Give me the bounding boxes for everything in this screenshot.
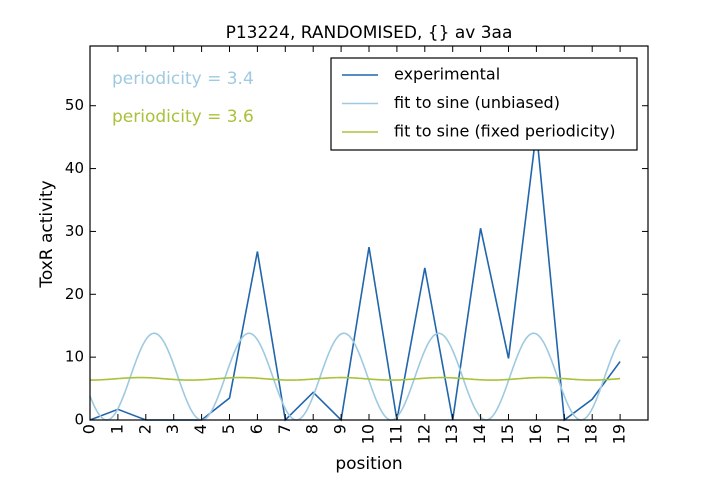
x-tick-label: 5 xyxy=(219,424,238,434)
x-tick-label: 12 xyxy=(414,424,433,444)
x-tick-label: 19 xyxy=(610,424,629,444)
y-tick-label: 40 xyxy=(65,159,84,177)
legend-label: experimental xyxy=(394,65,500,84)
x-tick-label: 6 xyxy=(247,424,266,434)
x-tick-label: 1 xyxy=(107,424,126,434)
x-tick-label: 16 xyxy=(526,424,545,444)
legend-label: fit to sine (unbiased) xyxy=(394,93,560,112)
x-tick-label: 18 xyxy=(582,424,601,444)
y-axis-label: ToxR activity xyxy=(37,180,57,288)
annotations: periodicity = 3.4 periodicity = 3.6 xyxy=(112,69,254,127)
x-tick-label: 9 xyxy=(331,424,350,434)
series-line-1 xyxy=(89,332,621,421)
legend-box xyxy=(330,57,638,151)
x-tick-label: 7 xyxy=(275,424,294,434)
y-tick-label: 50 xyxy=(65,96,84,114)
y-tick-label: 20 xyxy=(65,285,84,303)
x-tick-label: 4 xyxy=(191,424,210,434)
y-tick-label: 0 xyxy=(74,411,84,429)
chart-title: P13224, RANDOMISED, {} av 3aa xyxy=(226,23,513,43)
x-axis-label: position xyxy=(335,454,402,474)
x-tick-label: 15 xyxy=(498,424,517,444)
x-tick-label: 17 xyxy=(554,424,573,444)
legend: experimental fit to sine (unbiased) fit to… xyxy=(330,57,638,151)
x-tick-label: 0 xyxy=(80,424,99,434)
annotation-text: periodicity = 3.4 xyxy=(112,69,254,89)
x-tick-label: 3 xyxy=(163,424,182,434)
annotation-text: periodicity = 3.6 xyxy=(112,107,254,127)
y-tick-label: 30 xyxy=(65,222,84,240)
x-tick-label: 2 xyxy=(135,424,154,434)
x-tick-label: 8 xyxy=(303,424,322,434)
x-tick-label: 10 xyxy=(359,424,378,444)
plot-area: 0 1 2 3 4 5 6 7 8 9 10 11 12 13 14 15 16 17 18 190102030405… xyxy=(65,45,649,444)
legend-label: fit to sine (fixed periodicity) xyxy=(394,122,615,141)
series-line-0 xyxy=(89,130,621,422)
y-tick-label: 10 xyxy=(65,348,84,366)
series-line-2 xyxy=(89,376,621,381)
x-tick-label: 13 xyxy=(442,424,461,444)
x-tick-label: 11 xyxy=(386,424,405,444)
x-tick-label: 14 xyxy=(470,424,489,444)
